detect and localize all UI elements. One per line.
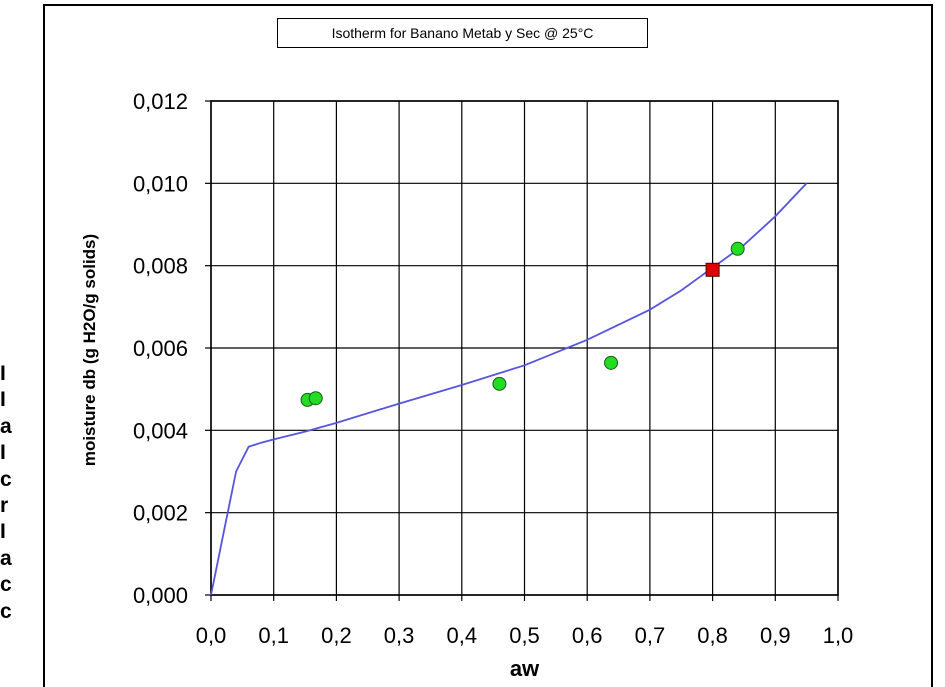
left-text-fragment: a — [0, 414, 12, 438]
left-text-fragment: c — [0, 599, 12, 623]
x-tick-label: 0,3 — [384, 623, 415, 648]
data-point-circle — [492, 376, 507, 391]
left-text-fragment: I — [0, 520, 6, 544]
y-tick-label: 0,006 — [133, 336, 188, 361]
x-tick-label: 0,9 — [760, 623, 791, 648]
x-tick-label: 0,4 — [447, 623, 478, 648]
x-tick-label: 0,0 — [196, 623, 227, 648]
chart-title: Isotherm for Banano Metab y Sec @ 25°C — [277, 18, 648, 48]
y-tick-label: 0,002 — [133, 501, 188, 526]
y-tick-label: 0,008 — [133, 254, 188, 279]
x-tick-label: 0,1 — [258, 623, 289, 648]
x-tick-label: 0,2 — [321, 623, 352, 648]
x-tick-label: 1,0 — [823, 623, 854, 648]
x-tick-label: 0,6 — [572, 623, 603, 648]
left-text-fragment: r — [0, 494, 9, 518]
y-tick-label: 0,004 — [133, 418, 188, 443]
left-text-fragment: a — [0, 546, 12, 570]
x-tick-label: 0,8 — [697, 623, 728, 648]
data-point-circle — [730, 241, 745, 256]
data-point-circle — [308, 391, 323, 406]
y-tick-label: 0,012 — [133, 89, 188, 114]
y-axis-title: moisture db (g H2O/g solids) — [80, 234, 99, 466]
x-tick-label: 0,7 — [635, 623, 666, 648]
left-text-fragment: I — [0, 388, 6, 412]
x-tick-label: 0,5 — [509, 623, 540, 648]
data-point-circle — [604, 355, 619, 370]
y-tick-label: 0,000 — [133, 583, 188, 608]
left-text-fragment: c — [0, 467, 12, 491]
x-axis-title: aw — [510, 656, 540, 681]
left-text-fragment: I — [0, 441, 6, 465]
y-tick-label: 0,010 — [133, 171, 188, 196]
left-text-fragment: c — [0, 573, 12, 597]
left-text-fragment: I — [0, 362, 6, 385]
data-point-square — [705, 262, 720, 277]
